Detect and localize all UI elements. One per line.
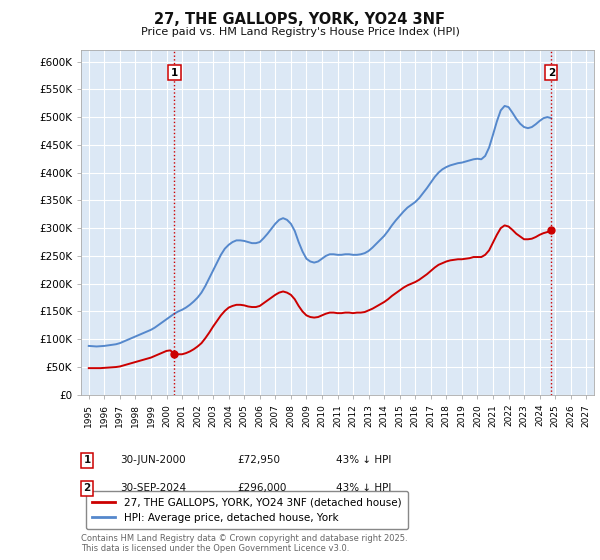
Text: £296,000: £296,000 bbox=[237, 483, 286, 493]
Text: £72,950: £72,950 bbox=[237, 455, 280, 465]
Text: 1: 1 bbox=[83, 455, 91, 465]
Text: Price paid vs. HM Land Registry's House Price Index (HPI): Price paid vs. HM Land Registry's House … bbox=[140, 27, 460, 38]
Text: 27, THE GALLOPS, YORK, YO24 3NF: 27, THE GALLOPS, YORK, YO24 3NF bbox=[155, 12, 445, 27]
Text: 1: 1 bbox=[170, 68, 178, 78]
Legend: 27, THE GALLOPS, YORK, YO24 3NF (detached house), HPI: Average price, detached h: 27, THE GALLOPS, YORK, YO24 3NF (detache… bbox=[86, 491, 407, 529]
Text: 30-JUN-2000: 30-JUN-2000 bbox=[120, 455, 185, 465]
Text: 30-SEP-2024: 30-SEP-2024 bbox=[120, 483, 186, 493]
Text: 2: 2 bbox=[548, 68, 555, 78]
Text: 43% ↓ HPI: 43% ↓ HPI bbox=[336, 483, 391, 493]
Text: Contains HM Land Registry data © Crown copyright and database right 2025.
This d: Contains HM Land Registry data © Crown c… bbox=[81, 534, 407, 553]
Text: 2: 2 bbox=[83, 483, 91, 493]
Text: 43% ↓ HPI: 43% ↓ HPI bbox=[336, 455, 391, 465]
